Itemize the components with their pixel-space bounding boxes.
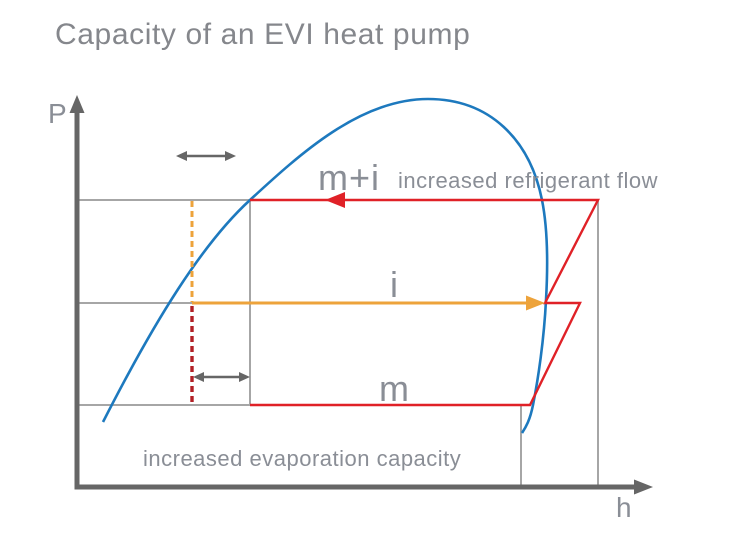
shift-arrow-top-left-head bbox=[176, 151, 187, 161]
page-title: Capacity of an EVI heat pump bbox=[55, 18, 471, 51]
shift-arrow-top bbox=[176, 151, 236, 161]
evaporation-capacity-annotation: increased evaporation capacity bbox=[143, 446, 461, 471]
condensation-direction-arrowhead bbox=[325, 192, 345, 208]
x-axis-label: h bbox=[616, 492, 632, 523]
shift-arrow-bottom-left-head bbox=[193, 372, 204, 382]
cycle-m-plus-i bbox=[250, 198, 600, 407]
y-axis-arrowhead bbox=[69, 95, 85, 113]
shift-arrow-bottom bbox=[193, 372, 250, 382]
shift-arrow-bottom-right-head bbox=[239, 372, 250, 382]
y-axis-label: P bbox=[48, 98, 67, 129]
base-cycle-label: m bbox=[379, 368, 410, 409]
x-axis-arrowhead bbox=[634, 479, 653, 495]
refrigerant-flow-annotation: increased refrigerant flow bbox=[398, 168, 658, 193]
injection-label: i bbox=[390, 264, 399, 305]
injection-arrowhead bbox=[526, 295, 545, 311]
cycle-m-plus-i-label: m+i bbox=[318, 157, 380, 198]
shift-arrow-top-right-head bbox=[225, 151, 236, 161]
saturation-dome-curve bbox=[101, 97, 549, 434]
